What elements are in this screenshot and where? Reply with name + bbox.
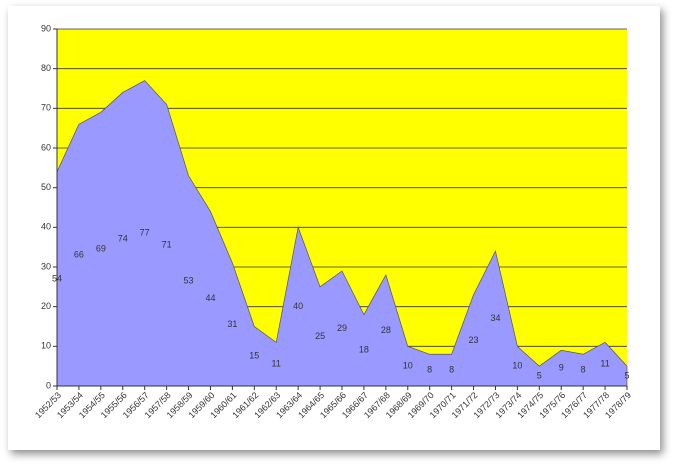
data-label: 23 [469,335,479,345]
data-label: 28 [381,325,391,335]
data-label: 11 [600,359,609,369]
data-label: 9 [559,363,564,373]
data-label: 8 [449,365,454,375]
y-tick-label: 80 [41,63,51,73]
y-tick-label: 40 [41,222,51,232]
data-label: 8 [427,365,432,375]
data-label: 31 [227,319,237,329]
y-tick-label: 0 [46,380,51,390]
y-tick-label: 30 [41,261,51,271]
data-label: 18 [359,345,369,355]
data-label: 10 [512,361,522,371]
data-label: 29 [337,323,347,333]
data-label: 40 [293,301,303,311]
data-label: 69 [96,244,106,254]
data-label: 66 [74,249,84,259]
data-label: 5 [624,370,629,380]
data-label: 77 [140,228,150,238]
data-label: 44 [205,293,215,303]
data-label: 25 [315,331,325,341]
data-label: 15 [249,351,259,361]
data-label: 34 [490,313,500,323]
data-label: 11 [272,359,281,369]
data-label: 53 [184,275,194,285]
area [56,80,628,387]
y-tick-label: 90 [41,23,51,33]
y-tick-label: 50 [41,182,51,192]
data-label: 8 [581,365,586,375]
y-tick-label: 10 [41,341,51,351]
data-label: 74 [118,234,128,244]
data-label: 10 [403,361,413,371]
y-tick-label: 20 [41,301,51,311]
data-label: 5 [537,370,542,380]
y-tick-label: 60 [41,142,51,152]
y-tick-label: 70 [41,103,51,113]
data-label: 71 [162,240,172,250]
